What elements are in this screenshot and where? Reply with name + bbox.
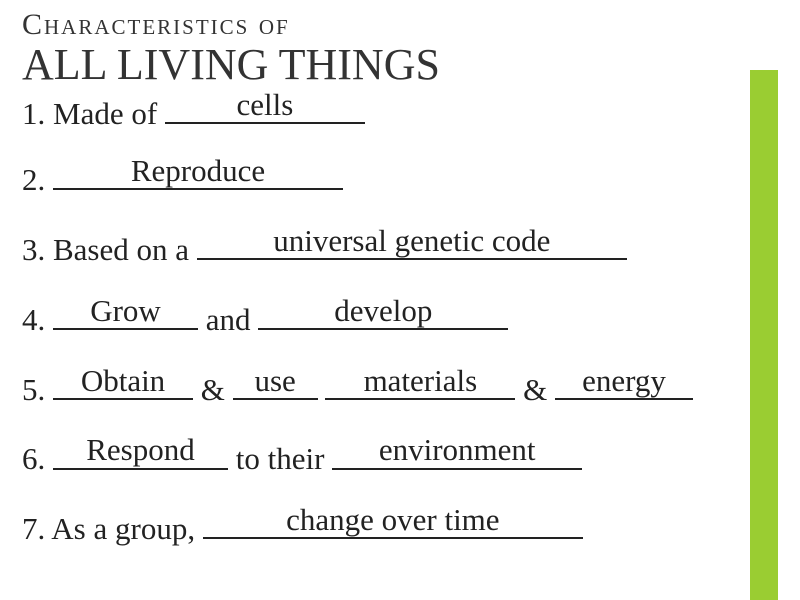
item-3-prefix: 3. Based on a [22, 232, 197, 267]
fill-use: use [254, 362, 295, 401]
fill-energy: energy [582, 362, 666, 401]
fill-materials: materials [364, 362, 478, 401]
item-5-prefix: 5. [22, 372, 53, 407]
item-6-mid: to their [228, 442, 332, 477]
list-item-5: 5. Obtain & use materials & energy [22, 366, 740, 410]
item-6-prefix: 6. [22, 442, 53, 477]
list-item-2: 2. Reproduce [22, 156, 740, 200]
list-item-7: 7. As a group, change over time [22, 505, 740, 549]
item-5-sep1: & [193, 372, 233, 407]
title-line-1: Characteristics of [22, 8, 740, 42]
fill-reproduce: Reproduce [131, 152, 265, 191]
title-line-2: ALL LIVING THINGS [22, 42, 740, 88]
blank-energy: energy [555, 366, 693, 400]
fill-cells: cells [237, 86, 294, 125]
item-1-prefix: 1. Made of [22, 96, 165, 131]
fill-grow: Grow [90, 292, 161, 331]
list-item-1: 1. Made of cells [22, 90, 740, 134]
blank-materials: materials [325, 366, 515, 400]
fill-ugc: universal genetic code [273, 222, 550, 261]
item-4-mid: and [198, 302, 258, 337]
item-5-sep2 [318, 372, 326, 407]
blank-change: change over time [203, 505, 583, 539]
accent-bar [750, 70, 778, 600]
fill-change: change over time [286, 501, 499, 540]
list-item-4: 4. Grow and develop [22, 296, 740, 340]
item-2-prefix: 2. [22, 162, 53, 197]
blank-use: use [233, 366, 318, 400]
blank-respond: Respond [53, 435, 228, 469]
blank-obtain: Obtain [53, 366, 193, 400]
blank-cells: cells [165, 90, 365, 124]
list-item-6: 6. Respond to their environment [22, 435, 740, 479]
item-7-prefix: 7. As a group, [22, 511, 203, 546]
slide-content: Characteristics of ALL LIVING THINGS 1. … [0, 0, 800, 585]
fill-obtain: Obtain [81, 362, 165, 401]
blank-ugc: universal genetic code [197, 226, 627, 260]
fill-develop: develop [334, 292, 432, 331]
item-5-sep3: & [515, 372, 555, 407]
fill-respond: Respond [86, 431, 195, 470]
blank-reproduce: Reproduce [53, 156, 343, 190]
blank-grow: Grow [53, 296, 198, 330]
list-item-3: 3. Based on a universal genetic code [22, 226, 740, 270]
blank-environment: environment [332, 435, 582, 469]
item-4-prefix: 4. [22, 302, 53, 337]
fill-environment: environment [379, 431, 536, 470]
blank-develop: develop [258, 296, 508, 330]
